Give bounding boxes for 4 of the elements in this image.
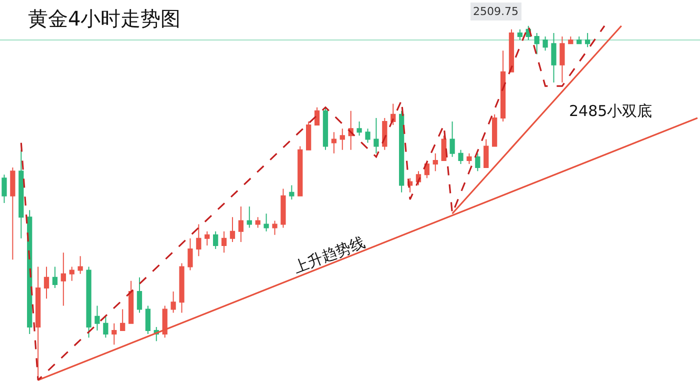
annotation: 2485小双底 — [569, 102, 652, 120]
annotation: 上升趋势线 — [291, 233, 368, 277]
text: 2509.75 — [473, 5, 518, 18]
chart-title: 黄金4小时走势图 — [28, 6, 181, 31]
